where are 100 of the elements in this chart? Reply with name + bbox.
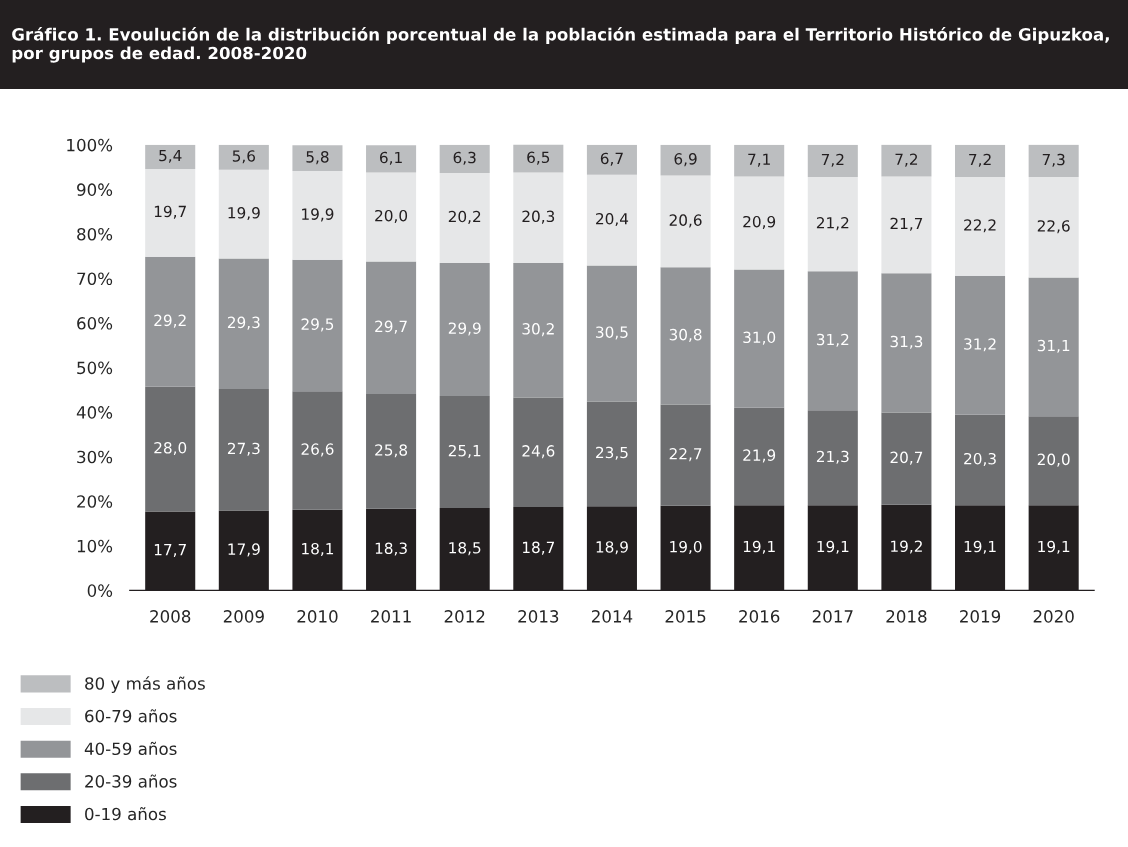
data-label: 29,2 bbox=[154, 314, 186, 328]
bar bbox=[881, 176, 932, 274]
bar bbox=[145, 256, 196, 387]
data-label: 18,9 bbox=[596, 541, 628, 555]
legend-label: 40-59 años bbox=[84, 741, 177, 756]
data-label: 23,5 bbox=[596, 446, 628, 460]
bar bbox=[734, 176, 785, 270]
y-tick-label: 40% bbox=[76, 406, 113, 419]
data-label: 27,3 bbox=[227, 442, 260, 456]
bar bbox=[439, 172, 490, 263]
x-tick-label: 2012 bbox=[444, 610, 485, 623]
data-label: 29,5 bbox=[301, 318, 334, 332]
bar bbox=[145, 168, 196, 257]
data-label: 6,5 bbox=[527, 151, 550, 165]
y-tick-label: 0% bbox=[87, 584, 113, 597]
data-label: 25,8 bbox=[375, 444, 408, 458]
bar bbox=[881, 273, 932, 413]
bar bbox=[366, 393, 417, 509]
bar bbox=[292, 259, 343, 392]
data-label: 20,0 bbox=[375, 209, 408, 223]
data-label: 21,9 bbox=[743, 449, 776, 463]
bar bbox=[807, 176, 858, 272]
bar bbox=[586, 401, 637, 507]
legend-label: 60-79 años bbox=[85, 709, 177, 723]
x-tick-label: 2011 bbox=[371, 610, 411, 623]
bar bbox=[734, 407, 785, 506]
y-tick-label: 50% bbox=[77, 361, 113, 375]
data-label: 20,3 bbox=[522, 210, 555, 224]
bar bbox=[366, 172, 417, 262]
data-label: 19,1 bbox=[743, 540, 775, 554]
data-label: 6,7 bbox=[600, 152, 623, 166]
data-label: 21,3 bbox=[816, 450, 849, 464]
data-label: 26,6 bbox=[301, 443, 334, 457]
data-label: 22,2 bbox=[964, 219, 996, 233]
data-label: 19,1 bbox=[1038, 540, 1070, 554]
bar bbox=[439, 262, 490, 397]
bar bbox=[734, 269, 785, 408]
data-label: 19,9 bbox=[228, 206, 260, 221]
bar bbox=[807, 410, 858, 506]
bar bbox=[366, 145, 417, 173]
data-label: 18,5 bbox=[449, 542, 481, 556]
y-tick-label: 20% bbox=[77, 495, 113, 508]
bar bbox=[807, 271, 858, 411]
data-label: 18,7 bbox=[522, 541, 555, 555]
data-label: 31,3 bbox=[890, 335, 923, 349]
data-label: 7,2 bbox=[821, 153, 844, 167]
y-tick-label: 30% bbox=[77, 450, 113, 464]
data-label: 17,7 bbox=[154, 544, 186, 557]
bar bbox=[513, 397, 564, 508]
x-tick-label: 2009 bbox=[223, 610, 264, 623]
x-tick-label: 2017 bbox=[812, 610, 853, 623]
bar bbox=[660, 267, 711, 405]
data-label: 29,3 bbox=[227, 316, 260, 330]
bar bbox=[807, 144, 858, 177]
data-label: 31,2 bbox=[816, 333, 849, 347]
data-label: 20,4 bbox=[596, 213, 629, 227]
bar bbox=[513, 144, 564, 173]
data-label: 21,2 bbox=[816, 217, 849, 231]
data-label: 24,6 bbox=[522, 445, 555, 459]
bar bbox=[660, 144, 711, 176]
data-label: 22,7 bbox=[669, 448, 702, 462]
y-tick-label: 90% bbox=[77, 183, 113, 196]
bar bbox=[1028, 144, 1079, 177]
bar bbox=[660, 175, 711, 268]
data-label: 25,1 bbox=[448, 444, 481, 459]
data-label: 31,0 bbox=[743, 331, 776, 345]
y-tick-label: 100% bbox=[67, 138, 113, 152]
data-label: 17,9 bbox=[228, 543, 260, 557]
bar bbox=[586, 174, 637, 266]
data-label: 5,4 bbox=[159, 149, 182, 163]
x-tick-label: 2019 bbox=[960, 610, 1001, 623]
x-tick-label: 2008 bbox=[150, 610, 191, 623]
data-label: 22,6 bbox=[1037, 220, 1070, 234]
bar bbox=[439, 144, 490, 173]
x-tick-label: 2020 bbox=[1033, 610, 1074, 623]
data-label: 21,7 bbox=[890, 217, 923, 231]
data-label: 20,9 bbox=[743, 215, 776, 230]
data-label: 30,8 bbox=[669, 328, 702, 342]
data-label: 7,2 bbox=[895, 153, 918, 167]
bar bbox=[1028, 176, 1079, 278]
bar bbox=[955, 144, 1006, 177]
data-label: 30,5 bbox=[596, 326, 628, 340]
bar bbox=[145, 144, 196, 169]
data-label: 19,2 bbox=[891, 540, 922, 554]
bar bbox=[439, 396, 490, 508]
bar bbox=[734, 144, 785, 177]
data-label: 31,1 bbox=[1037, 339, 1070, 353]
bar bbox=[881, 144, 932, 177]
bar bbox=[292, 171, 343, 260]
bar bbox=[955, 414, 1006, 506]
y-tick-label: 80% bbox=[77, 227, 113, 241]
bar bbox=[292, 145, 343, 172]
data-label: 20,2 bbox=[448, 210, 481, 224]
bar bbox=[145, 386, 196, 512]
bar bbox=[660, 404, 711, 506]
x-tick-label: 2014 bbox=[591, 610, 633, 623]
bar bbox=[955, 275, 1006, 415]
legend-label: 20-39 años bbox=[85, 774, 177, 788]
bar bbox=[586, 265, 637, 402]
bar bbox=[218, 144, 269, 170]
